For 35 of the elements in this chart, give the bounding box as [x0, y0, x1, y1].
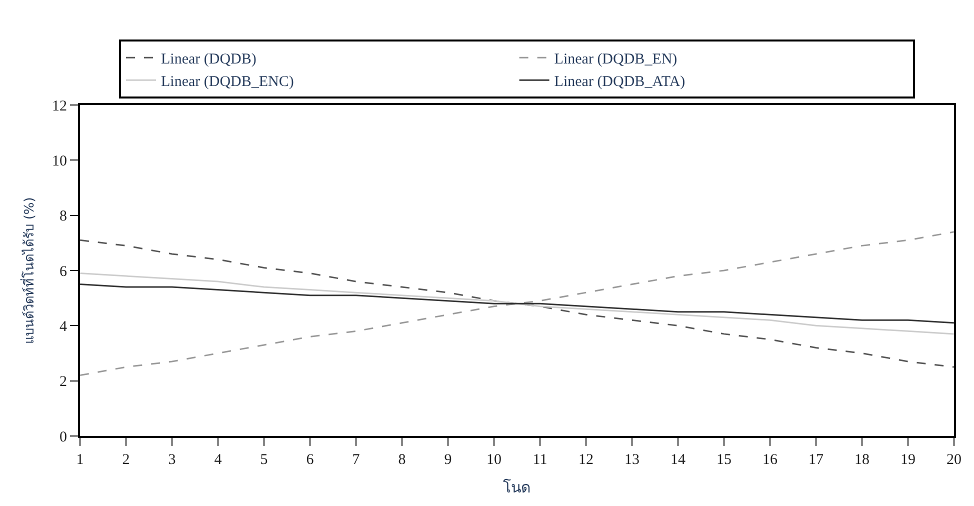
x-tick-label: 16	[762, 452, 778, 468]
x-tick-label: 10	[486, 452, 502, 468]
x-axis-title: โนด	[503, 478, 531, 496]
line-series	[80, 272, 954, 335]
y-tick-label: 0	[60, 429, 67, 446]
x-tick-label: 3	[168, 452, 176, 468]
x-tick-label: 1	[76, 452, 84, 468]
x-tick-label: 18	[854, 452, 870, 468]
x-tick-label: 6	[306, 452, 314, 468]
y-tick-label: 10	[52, 153, 67, 170]
x-tick-label: 11	[532, 452, 548, 468]
line-series	[80, 284, 954, 324]
x-tick-label: 7	[352, 452, 360, 468]
legend-label: Linear (DQDB_EN)	[554, 51, 678, 68]
x-tick-label: 5	[260, 452, 268, 468]
y-tick-label: 4	[60, 318, 68, 335]
x-tick-label: 20	[946, 452, 962, 468]
y-axis-title: แบนด์วิดท์ที่โนดได้รับ (%)	[20, 197, 38, 344]
x-tick-label: 13	[624, 452, 640, 468]
y-tick-label: 6	[60, 264, 68, 280]
y-tick-label: 2	[60, 374, 67, 390]
x-tick-label: 14	[670, 452, 686, 468]
x-tick-label: 9	[444, 452, 452, 468]
x-tick-label: 12	[578, 452, 594, 468]
y-tick-label: 12	[52, 98, 67, 114]
x-tick-label: 17	[808, 452, 824, 468]
legend-label: Linear (DQDB)	[161, 51, 256, 68]
legend-label: Linear (DQDB_ATA)	[554, 74, 686, 90]
legend-label: Linear (DQDB_ENC)	[161, 74, 294, 90]
x-tick-label: 15	[716, 452, 732, 468]
x-tick-label: 4	[214, 452, 222, 468]
x-tick-label: 8	[398, 452, 406, 468]
x-tick-label: 2	[122, 452, 130, 468]
x-tick-label: 19	[900, 452, 916, 468]
y-tick-label: 8	[60, 208, 67, 225]
